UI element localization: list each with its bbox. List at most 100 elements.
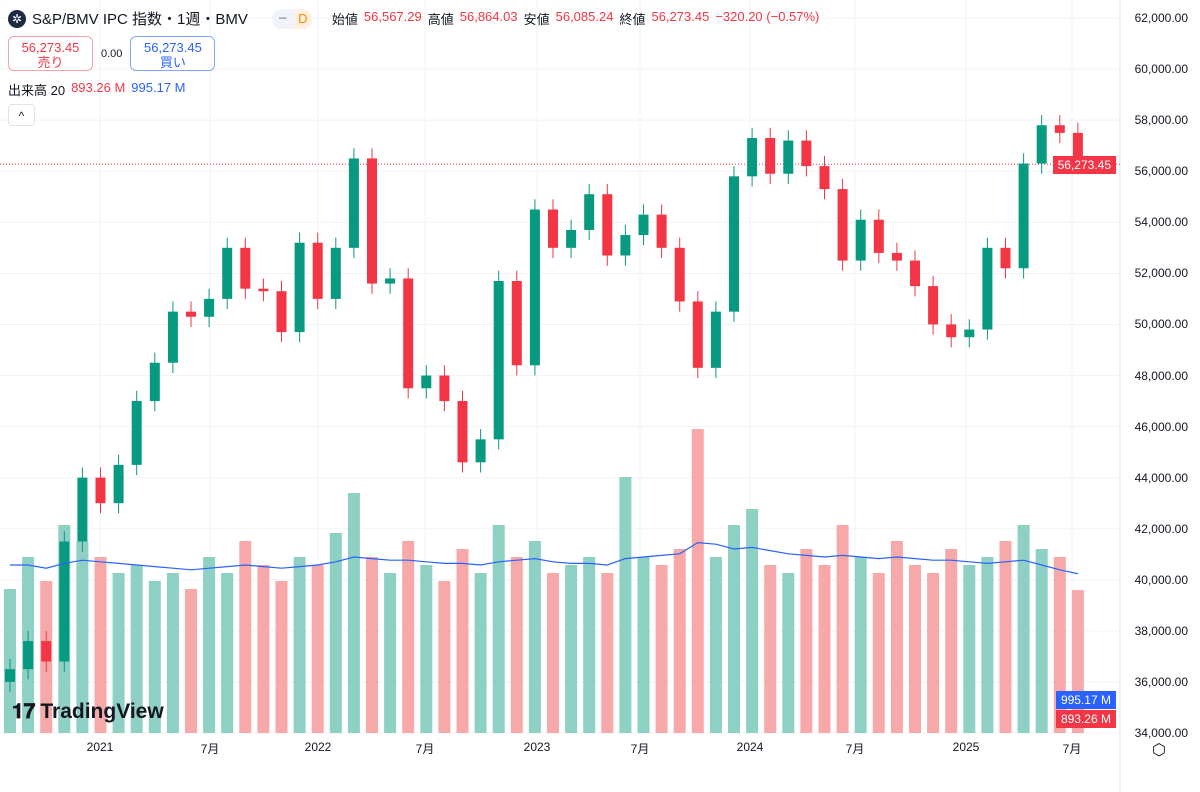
tradingview-logo[interactable]: 𝟏𝟕 TradingView [12,700,164,724]
price-tick-label: 40,000.00 [1134,572,1188,587]
sell-label: 売り [37,55,64,70]
volume-bar [438,581,451,733]
volume-bar [492,525,505,733]
ohlc-values: 始値 56,567.29 高値 56,864.03 安値 56,085.24 終値 56… [332,9,820,28]
collapse-legend-button[interactable]: ^ [8,104,35,126]
volume-bar [384,573,397,733]
volume-bar [1053,557,1066,733]
price-tick-label: 44,000.00 [1134,470,1188,485]
candle-body [149,362,160,402]
price-tick-label: 62,000.00 [1134,11,1188,25]
volume-bar [311,565,324,733]
time-tick-label: 2023 [523,740,551,754]
candle-body [710,311,721,368]
time-tick-label: 7月 [630,742,650,756]
last-price-tag: 56,273.45 [1052,156,1116,174]
candle-body [240,247,251,289]
price-tick-label: 38,000.00 [1134,623,1188,638]
volume-bar [927,573,940,733]
open-label: 始値 [331,12,358,27]
candle-body [294,242,305,333]
price-tick-label: 42,000.00 [1134,521,1188,536]
volume-bar [637,557,650,733]
volume-bar [782,573,795,733]
volume-bar [402,541,415,733]
candle-body [783,140,794,174]
volume-bar [221,573,234,733]
volume-bar [474,573,487,733]
settings-icon[interactable]: ⬡ [1152,742,1166,759]
volume-bar [764,565,777,733]
candle-body [692,301,703,368]
volume-bar [909,565,921,733]
candle-body [167,311,178,363]
volume-bar [601,573,614,733]
time-tick-label: 2021 [86,740,114,754]
candle-body [59,541,70,662]
low-value: 56,085.24 [555,9,614,24]
symbol-title[interactable]: S&P/BMV IPC 指数・1週・BMV [32,11,248,28]
volume-bar [94,557,107,733]
candle-body [602,194,613,256]
market-status-icon: − [278,10,288,27]
symbol-logo-icon: ✲ [8,9,26,28]
chart-legend: ✲ S&P/BMV IPC 指数・1週・BMV − D 始値 56,567.29 高… [8,8,819,29]
candle-body [77,477,88,542]
volume-bar [709,557,722,733]
volume-bar [528,541,541,733]
candle-body [385,278,396,284]
low-label: 安値 [523,12,550,27]
time-tick-label: 2022 [304,740,332,754]
close-label: 終値 [619,12,646,27]
candle-body [928,286,939,325]
volume-bar [565,565,578,733]
candle-body [620,235,631,256]
volume-legend[interactable]: 出来高 20 893.26 M 995.17 M [8,80,185,99]
volume-bar [366,557,378,733]
candle-body [837,189,848,261]
volume-bar [691,429,704,733]
volume-bar [347,493,360,733]
volume-bar [203,557,216,733]
candle-body [765,138,776,174]
volume-bar [148,581,161,733]
candle-body [801,140,812,167]
trade-buttons: 56,273.45 売り 0.00 56,273.45 買い [8,36,216,71]
status-pill[interactable]: − D [271,8,312,29]
candle-body [729,176,739,312]
volume-bar [728,525,740,733]
candle-body [457,401,468,463]
volume-bar [130,565,143,733]
price-tick-label: 52,000.00 [1134,266,1188,281]
volume-value: 893.26 M [71,80,126,95]
candle-body [258,288,269,292]
candle-body [982,247,993,330]
high-value: 56,864.03 [459,9,518,24]
sell-price: 56,273.45 [21,40,80,55]
volume-bar [800,549,813,733]
candle-body [367,158,377,284]
volume-bar [547,573,559,733]
volume-ma-value: 995.17 M [131,80,186,95]
candle-body [421,375,432,389]
candle-body [475,439,486,463]
candle-body [1072,132,1083,165]
time-tick-label: 2025 [952,740,980,754]
candle-body [222,247,233,299]
volume-tag: 893.26 M [1055,710,1116,728]
spread-value: 0.00 [101,47,123,60]
candle-body [584,194,595,230]
high-label: 高値 [427,12,454,27]
candle-body [855,219,866,261]
close-value: 56,273.45 [651,9,710,24]
buy-button[interactable]: 56,273.45 買い [130,36,216,71]
volume-bar [1035,549,1048,733]
sell-button[interactable]: 56,273.45 売り [8,36,93,71]
price-tick-label: 48,000.00 [1134,368,1188,383]
candle-body [1036,125,1047,164]
volume-bar [76,541,89,733]
volume-bar [872,573,885,733]
volume-bar [112,573,125,733]
volume-bar [746,509,759,733]
